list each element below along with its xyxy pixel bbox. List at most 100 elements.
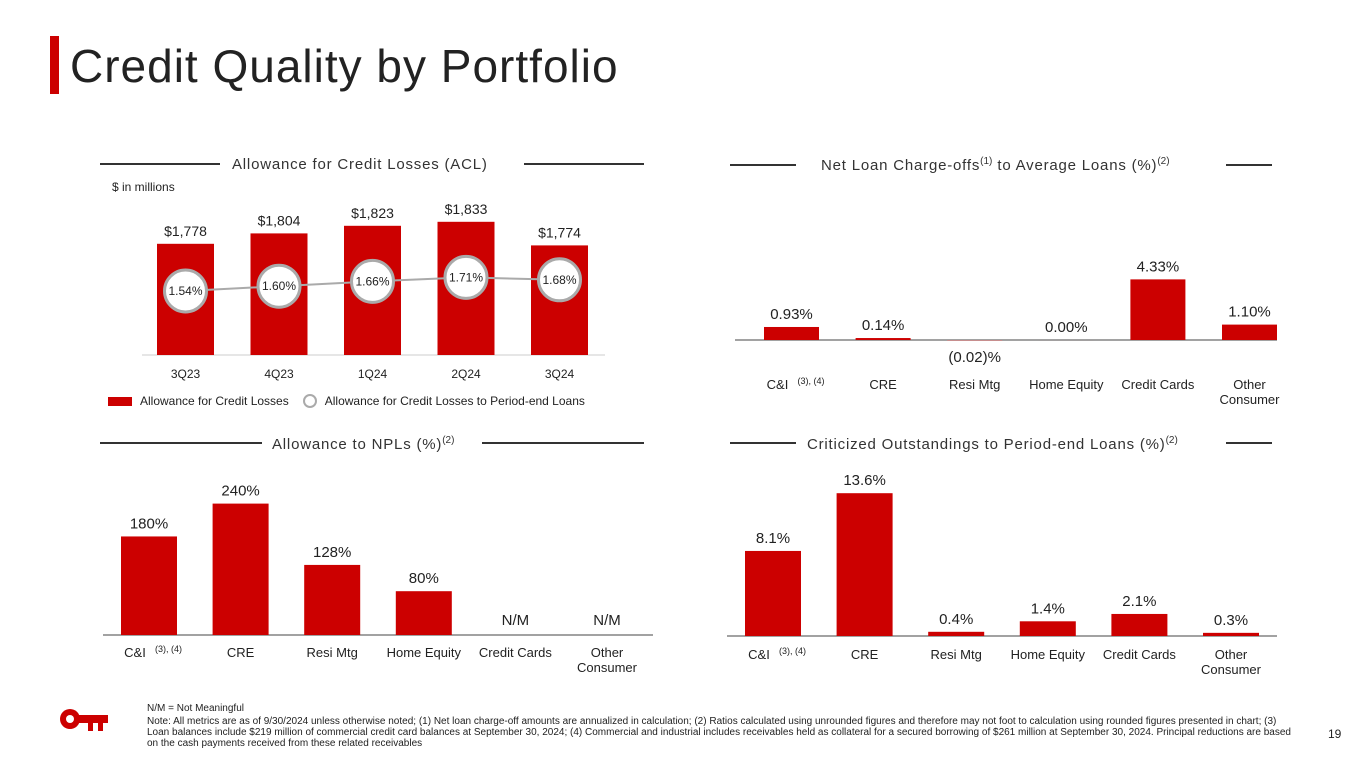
crit-data-label: 1.4% bbox=[1031, 600, 1065, 617]
acl-bar-label: $1,774 bbox=[538, 224, 581, 240]
nco-tick-label: Credit Cards bbox=[1121, 377, 1194, 392]
nco-title-rule-left bbox=[730, 164, 796, 166]
crit-title-rule-right bbox=[1226, 442, 1272, 444]
nco-tick-label: CRE bbox=[869, 377, 897, 392]
crit-bar bbox=[928, 631, 985, 636]
acl-ratio-point bbox=[537, 257, 582, 303]
crit-tick-label: Credit Cards bbox=[1103, 647, 1176, 662]
crit-tick-label: Consumer bbox=[1201, 662, 1262, 677]
npl-title: Allowance to NPLs (%)(2) bbox=[272, 435, 454, 453]
npl-tick-label: Consumer bbox=[577, 660, 638, 675]
acl-bar-label: $1,804 bbox=[258, 212, 301, 228]
npl-data-label: N/M bbox=[502, 612, 530, 629]
npl-tick-label: Credit Cards bbox=[479, 645, 552, 660]
nco-title-mid: to Average Loans (%) bbox=[992, 157, 1158, 174]
crit-data-label: 2.1% bbox=[1122, 593, 1156, 610]
acl-title-rule-left bbox=[100, 163, 220, 165]
acl-ratio-label: 1.66% bbox=[355, 274, 389, 288]
nco-bar bbox=[1130, 279, 1186, 340]
acl-tick-label: 4Q23 bbox=[264, 367, 294, 381]
nco-data-label: 0.93% bbox=[770, 306, 813, 323]
nco-title-sup1: (1) bbox=[980, 156, 993, 167]
nco-title: Net Loan Charge-offs(1) to Average Loans… bbox=[821, 156, 1170, 174]
npl-tick-label: Home Equity bbox=[387, 645, 462, 660]
npl-tick-label: Other bbox=[591, 645, 624, 660]
nco-data-label: 0.00% bbox=[1045, 319, 1088, 336]
acl-ratio-point bbox=[350, 258, 395, 304]
acl-tick-label: 1Q24 bbox=[358, 367, 388, 381]
crit-data-label: 8.1% bbox=[756, 530, 790, 547]
legend-bar-label: Allowance for Credit Losses bbox=[140, 394, 289, 408]
npl-tick-label: CRE bbox=[227, 645, 255, 660]
legend-circle-swatch bbox=[302, 394, 317, 408]
crit-bar bbox=[836, 493, 893, 636]
nco-title-text: Net Loan Charge-offs bbox=[821, 157, 981, 174]
key-logo-icon bbox=[60, 709, 108, 731]
npl-data-label: 180% bbox=[130, 515, 168, 532]
acl-ratio-point bbox=[256, 263, 302, 309]
acl-ratio-point bbox=[443, 254, 489, 300]
npl-title-sup: (2) bbox=[442, 435, 455, 446]
crit-bar bbox=[1019, 621, 1076, 636]
nco-bar bbox=[855, 338, 911, 340]
crit-bar bbox=[745, 550, 801, 636]
npl-tick-label: Resi Mtg bbox=[307, 645, 358, 660]
npl-title-rule-left bbox=[100, 442, 262, 444]
crit-tick-sup: (3), (4) bbox=[779, 646, 806, 656]
crit-data-label: 0.4% bbox=[939, 611, 973, 628]
acl-ratio-label: 1.60% bbox=[262, 279, 296, 293]
crit-bar bbox=[1111, 613, 1168, 636]
nco-tick-sup: (3), (4) bbox=[798, 376, 825, 386]
legend-line-label: Allowance for Credit Losses to Period-en… bbox=[324, 394, 585, 408]
npl-bar bbox=[395, 591, 452, 635]
npl-tick-label: C&I bbox=[124, 645, 146, 660]
crit-title-text: Criticized Outstandings to Period-end Lo… bbox=[807, 436, 1166, 453]
nco-title-sup2: (2) bbox=[1157, 156, 1170, 167]
acl-title: Allowance for Credit Losses (ACL) bbox=[232, 156, 488, 173]
crit-title-rule-left bbox=[730, 442, 796, 444]
npl-title-rule-right bbox=[482, 442, 644, 444]
npl-bar bbox=[304, 564, 361, 635]
crit-data-label: 13.6% bbox=[843, 472, 886, 489]
acl-legend: Allowance for Credit Losses Allowance fo… bbox=[108, 394, 585, 408]
npl-data-label: 80% bbox=[409, 570, 439, 587]
acl-tick-label: 3Q24 bbox=[545, 367, 575, 381]
crit-tick-label: Other bbox=[1215, 647, 1248, 662]
acl-bar-label: $1,823 bbox=[351, 205, 394, 221]
npl-bar bbox=[212, 503, 269, 635]
nco-tick-label: Resi Mtg bbox=[949, 377, 1000, 392]
npl-title-text: Allowance to NPLs (%) bbox=[272, 436, 443, 453]
nco-tick-label: Home Equity bbox=[1029, 377, 1104, 392]
nco-title-rule-right bbox=[1226, 164, 1272, 166]
nm-footnote: N/M = Not Meaningful bbox=[147, 703, 244, 714]
nco-data-label: 0.14% bbox=[862, 317, 905, 334]
crit-tick-label: Home Equity bbox=[1011, 647, 1086, 662]
crit-tick-label: C&I bbox=[748, 647, 770, 662]
nco-data-label: 1.10% bbox=[1228, 304, 1271, 321]
acl-ratio-point bbox=[163, 268, 208, 314]
nco-tick-label: Consumer bbox=[1220, 392, 1281, 407]
acl-tick-label: 2Q24 bbox=[451, 367, 481, 381]
acl-units-label: $ in millions bbox=[112, 180, 175, 194]
crit-bar bbox=[1203, 632, 1259, 636]
nco-data-label: 4.33% bbox=[1137, 258, 1180, 275]
nco-bar bbox=[1222, 324, 1277, 340]
legend-bar-swatch bbox=[108, 396, 132, 406]
acl-bar-label: $1,778 bbox=[164, 223, 207, 239]
page-title: Credit Quality by Portfolio bbox=[70, 40, 619, 92]
nco-data-label: (0.02)% bbox=[948, 349, 1001, 366]
nco-bar bbox=[764, 326, 819, 340]
crit-data-label: 0.3% bbox=[1214, 612, 1248, 629]
acl-bar-label: $1,833 bbox=[445, 201, 488, 217]
acl-ratio-label: 1.68% bbox=[542, 273, 576, 287]
npl-data-label: 128% bbox=[313, 544, 351, 561]
nco-tick-label: C&I bbox=[767, 377, 789, 392]
npl-data-label: 240% bbox=[221, 483, 259, 500]
nco-tick-label: Other bbox=[1233, 377, 1266, 392]
crit-title: Criticized Outstandings to Period-end Lo… bbox=[807, 435, 1178, 453]
acl-ratio-label: 1.71% bbox=[449, 270, 483, 284]
crit-tick-label: CRE bbox=[851, 647, 879, 662]
title-accent-bar bbox=[50, 36, 59, 94]
note-footnote: Note: All metrics are as of 9/30/2024 un… bbox=[147, 716, 1291, 749]
